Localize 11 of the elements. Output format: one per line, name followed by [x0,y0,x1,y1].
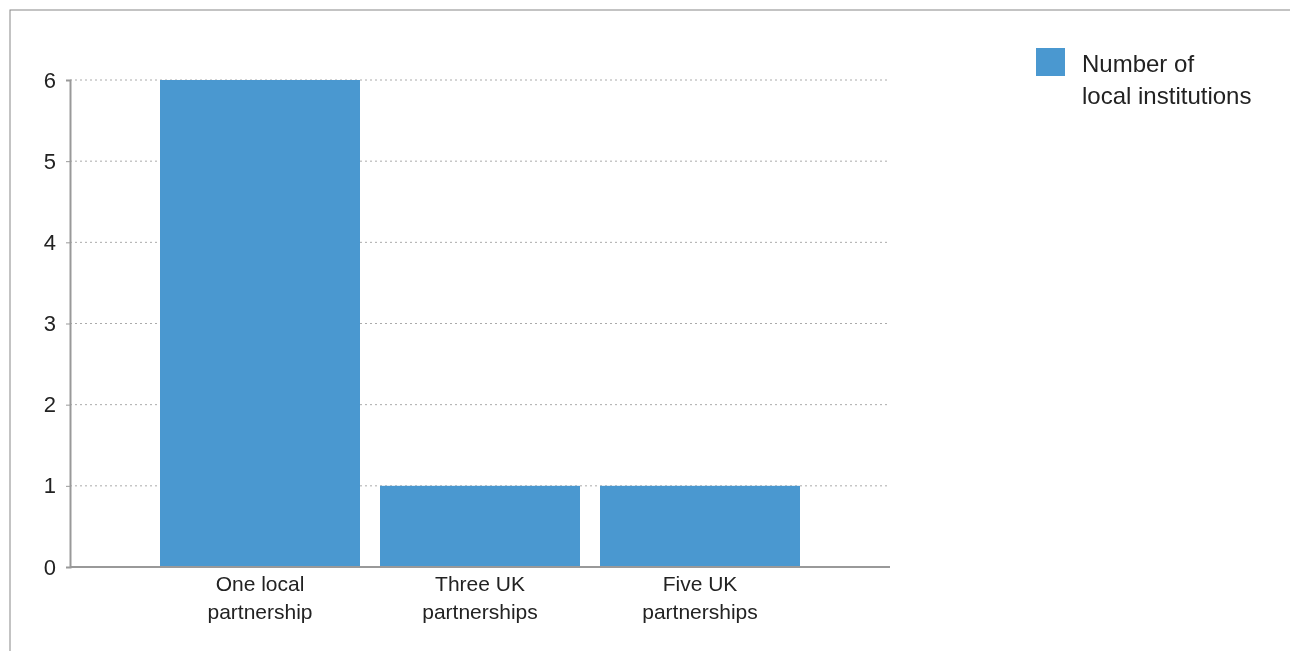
y-tick-label: 1 [43,473,56,499]
y-tick-label: 6 [43,67,56,93]
x-tick-label: Three UK partnerships [422,572,538,623]
x-tick-label: Five UK partnerships [642,572,758,623]
x-tick-label: One local partnership [207,572,313,623]
legend-label: Number of local institutions [1082,50,1252,109]
y-tick-label: 4 [43,229,56,255]
y-tick-label: 2 [43,392,56,418]
y-tick-label: 5 [43,148,56,174]
y-tick-label: 3 [43,311,56,337]
y-tick-label: 0 [43,554,56,580]
